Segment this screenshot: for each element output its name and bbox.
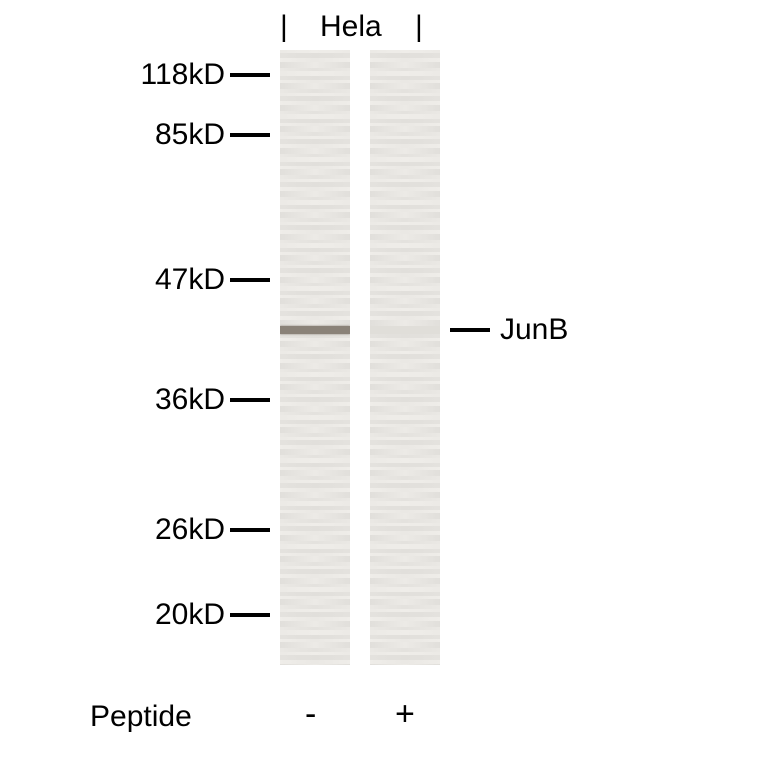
mw-label-85kD: 85kD (155, 118, 225, 152)
blot-figure: | Hela | 118kD85kD47kD36kD26kD20kD JunB … (0, 0, 764, 764)
mw-tick-47kD (230, 278, 270, 282)
target-tick (450, 328, 490, 332)
lane-1-condition: - (305, 695, 316, 734)
mw-tick-20kD (230, 613, 270, 617)
header-sample-label: Hela (320, 10, 382, 44)
header-bracket-left: | (280, 10, 288, 44)
mw-label-20kD: 20kD (155, 598, 225, 632)
header-bracket-right: | (415, 10, 423, 44)
mw-label-47kD: 47kD (155, 263, 225, 297)
peptide-row-label: Peptide (90, 700, 192, 734)
mw-tick-36kD (230, 398, 270, 402)
mw-tick-26kD (230, 528, 270, 532)
mw-label-118kD: 118kD (141, 58, 226, 92)
mw-tick-118kD (230, 73, 270, 77)
target-band-lane1 (280, 326, 350, 334)
mw-label-36kD: 36kD (155, 383, 225, 417)
mw-label-26kD: 26kD (155, 513, 225, 547)
lane-1 (280, 50, 350, 665)
target-band-lane2 (370, 326, 440, 334)
target-label: JunB (500, 313, 568, 347)
mw-tick-85kD (230, 133, 270, 137)
lane-2-condition: + (395, 695, 415, 734)
lane-2 (370, 50, 440, 665)
